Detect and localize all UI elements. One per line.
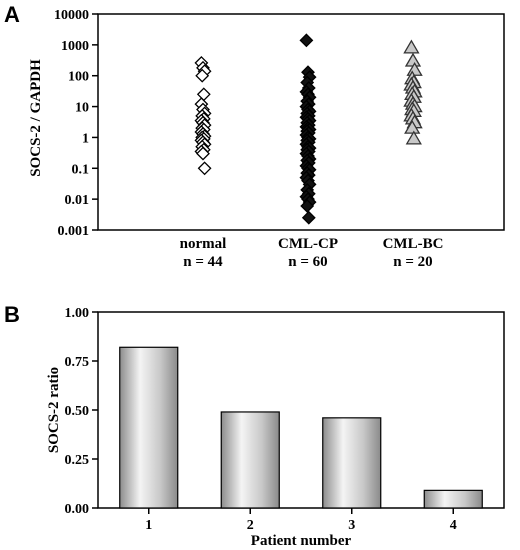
panel-b-y-tick-label: 0.25: [65, 453, 90, 468]
panel-b-bar: [423, 489, 483, 509]
panel-a-category-n: n = 60: [288, 254, 327, 270]
panel-a-category-n: n = 44: [183, 254, 223, 270]
panel-b-bar: [220, 411, 280, 509]
panel-a-y-ticks: 0.001 0.01 0.1 1 10 100 1000 10000: [54, 8, 98, 239]
panel-a-points: [194, 33, 423, 225]
panel-a-point: [196, 146, 210, 161]
panel-b-bars: [119, 346, 483, 509]
panel-a-category-n: n = 20: [393, 254, 432, 270]
panel-a-category-name: CML-CP: [278, 236, 338, 252]
panel-b-label: B: [4, 302, 20, 327]
panel-b-x-tick-label: 4: [450, 518, 457, 533]
panel-b-x-tick-label: 3: [348, 518, 355, 533]
panel-a-point: [195, 68, 210, 83]
panel-b-y-ticks: 0.00 0.25 0.50 0.75 1.00: [65, 306, 98, 517]
panel-a-point: [300, 199, 315, 213]
panel-a-y-tick-label: 10: [75, 101, 89, 116]
panel-b-x-axis-title: Patient number: [251, 533, 352, 549]
panel-a-category-name: normal: [180, 236, 227, 252]
panel-a-point: [197, 161, 212, 176]
panel-a-point: [404, 119, 421, 134]
panel-a-y-tick-label: 0.1: [72, 162, 90, 177]
panel-a: A SOCS-2 / GAPDH 0.001 0.01 0.1 1 10 100 1000 1…: [4, 2, 505, 270]
panel-a-y-tick-label: 0.001: [58, 224, 90, 239]
panel-a-y-tick-label: 1: [82, 131, 89, 146]
panel-b-x-tick-label: 2: [247, 518, 254, 533]
panel-b-y-tick-label: 0.75: [65, 355, 90, 370]
panel-a-point: [196, 87, 211, 102]
panel-a-y-axis-title: SOCS-2 / GAPDH: [28, 59, 44, 177]
panel-b-x-ticks: 1 2 3 4: [145, 508, 457, 533]
panel-a-point: [299, 33, 314, 48]
panel-a-label: A: [4, 2, 20, 27]
panel-b-bar: [119, 346, 179, 509]
panel-b-x-tick-label: 1: [145, 518, 152, 533]
panel-a-y-tick-label: 100: [68, 70, 89, 85]
panel-a-category-name: CML-BC: [383, 236, 444, 252]
panel-a-point: [301, 210, 316, 225]
panel-a-y-tick-label: 1000: [61, 39, 89, 54]
panel-a-point: [403, 39, 420, 54]
panel-a-plot-frame: [97, 13, 505, 231]
panel-b-y-tick-label: 0.00: [65, 502, 90, 517]
panel-b-y-tick-label: 0.50: [65, 404, 90, 419]
panel-b-y-tick-label: 1.00: [65, 306, 90, 321]
panel-a-point: [404, 52, 422, 67]
panel-a-y-tick-label: 10000: [54, 8, 89, 23]
panel-b: B SOCS-2 ratio 0.00 0.25 0.50 0.75 1.00 1 2 3 4…: [4, 302, 505, 549]
panel-a-point: [405, 130, 422, 145]
panel-b-y-axis-title: SOCS-2 ratio: [46, 367, 62, 453]
panel-a-y-tick-label: 0.01: [65, 193, 90, 208]
panel-a-category-labels: normal n = 44 CML-CP n = 60 CML-BC n = 20: [180, 236, 444, 270]
panel-b-bar: [322, 417, 382, 509]
